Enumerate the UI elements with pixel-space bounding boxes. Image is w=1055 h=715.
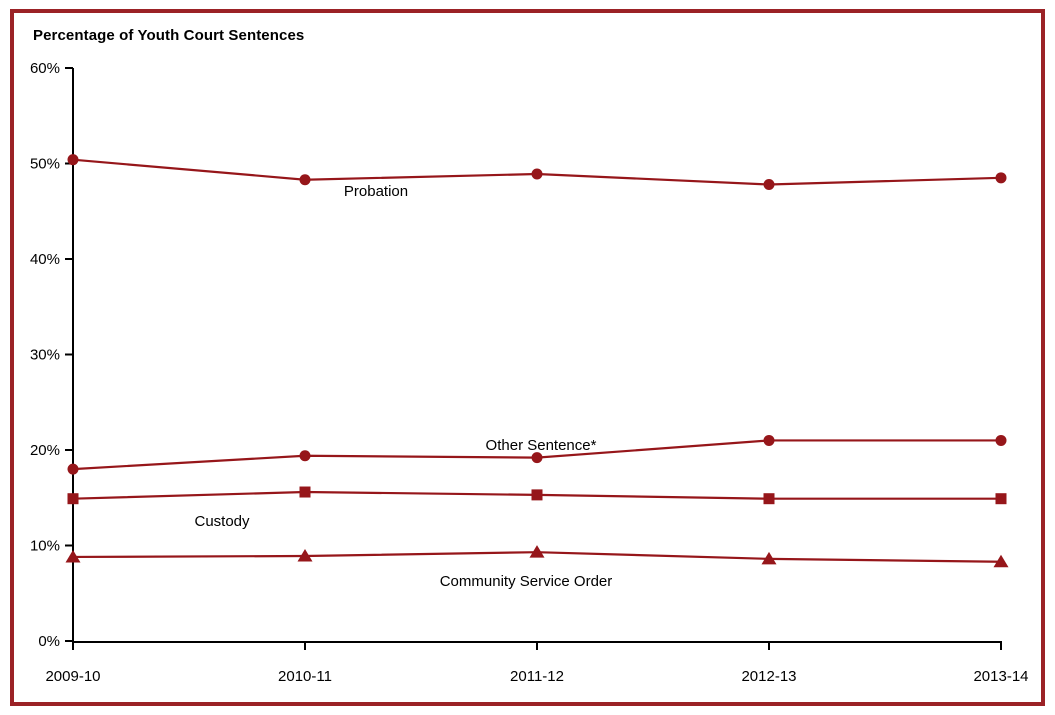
data-point-marker <box>67 463 79 475</box>
data-point-marker <box>995 172 1007 184</box>
data-point-marker <box>531 452 543 464</box>
data-point-marker <box>763 434 775 446</box>
x-tick-label: 2012-13 <box>741 668 796 685</box>
data-point-marker <box>761 551 777 565</box>
series-inline-label: Probation <box>344 183 408 200</box>
data-point-marker <box>763 179 775 191</box>
y-tick-label: 40% <box>30 251 60 268</box>
data-point-marker <box>299 174 311 186</box>
series-inline-label: Other Sentence* <box>486 437 597 454</box>
data-point-marker <box>297 549 313 562</box>
data-point-marker <box>531 168 543 180</box>
data-point-marker <box>67 154 79 166</box>
x-tick-label: 2013-14 <box>973 668 1028 685</box>
data-point-marker <box>299 486 311 498</box>
data-point-marker <box>763 493 775 505</box>
data-point-marker <box>299 450 311 462</box>
data-point-marker <box>67 493 79 505</box>
chart-border-frame <box>10 9 1045 706</box>
series-inline-label: Community Service Order <box>440 573 613 590</box>
data-point-marker <box>65 549 81 563</box>
data-point-marker <box>531 489 543 501</box>
y-tick-label: 50% <box>30 156 60 173</box>
y-tick-label: 20% <box>30 442 60 459</box>
data-point-marker <box>995 434 1007 446</box>
x-tick-label: 2009-10 <box>45 668 100 685</box>
y-tick-label: 30% <box>30 347 60 364</box>
data-point-marker <box>529 545 545 558</box>
series-inline-label: Custody <box>194 513 250 530</box>
x-tick-label: 2011-12 <box>510 668 564 685</box>
chart-title: Percentage of Youth Court Sentences <box>33 27 305 44</box>
y-tick-label: 0% <box>38 633 60 650</box>
y-tick-label: 60% <box>30 60 60 77</box>
data-point-marker <box>995 493 1007 505</box>
x-tick-label: 2010-11 <box>278 668 332 685</box>
y-tick-label: 10% <box>30 538 60 555</box>
data-point-marker <box>993 554 1009 568</box>
